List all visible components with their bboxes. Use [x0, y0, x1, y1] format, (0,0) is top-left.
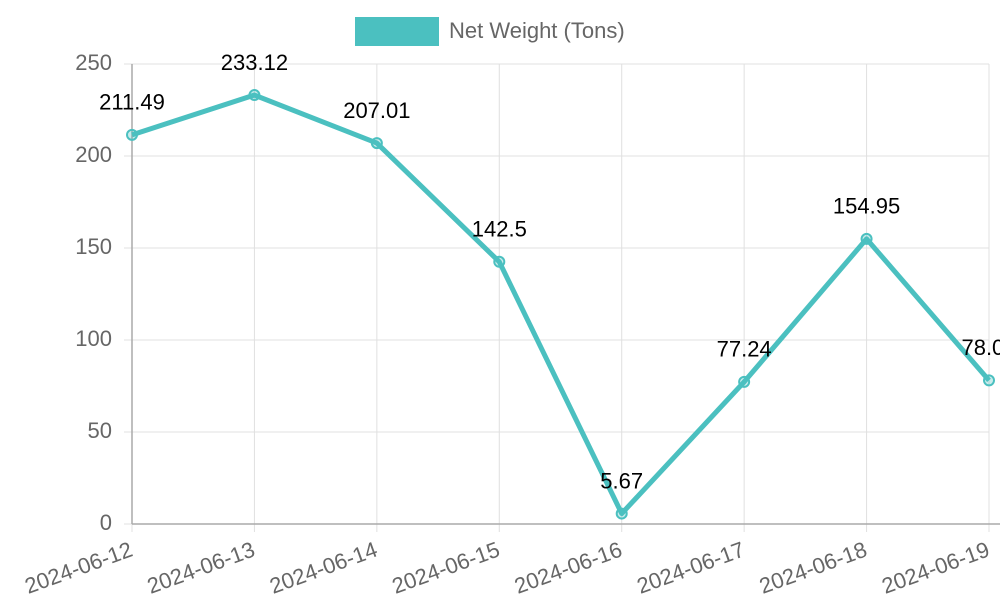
data-point [126, 128, 138, 141]
x-tick-label: 2024-06-19 [878, 537, 992, 599]
data-point [738, 375, 751, 388]
data-point [983, 374, 995, 387]
y-tick-label: 50 [88, 418, 112, 443]
x-tick-label: 2024-06-18 [756, 537, 870, 599]
legend-label: Net Weight (Tons) [449, 18, 625, 43]
data-point [860, 232, 873, 245]
x-tick-label: 2024-06-12 [21, 537, 135, 599]
data-label: 207.01 [343, 98, 410, 123]
data-point [370, 137, 383, 150]
x-tick-label: 2024-06-16 [511, 537, 625, 599]
y-tick-label: 250 [75, 50, 112, 75]
y-tick-label: 100 [75, 326, 112, 351]
x-tick-label: 2024-06-13 [144, 537, 258, 599]
data-point [615, 507, 628, 520]
data-label: 5.67 [600, 468, 643, 493]
data-label: 154.95 [833, 194, 900, 219]
data-label: 233.12 [221, 50, 288, 75]
data-label: 77.24 [717, 337, 772, 362]
y-tick-label: 200 [75, 142, 112, 167]
y-tick-label: 150 [75, 234, 112, 259]
data-label: 211.49 [99, 90, 165, 115]
data-point [493, 255, 506, 268]
data-label: 142.5 [472, 217, 527, 242]
legend-swatch [355, 17, 439, 46]
x-tick-label: 2024-06-17 [634, 537, 748, 599]
x-tick-label: 2024-06-15 [389, 537, 503, 599]
data-label: 78.05 [961, 335, 1000, 360]
x-tick-label: 2024-06-14 [266, 537, 380, 599]
y-tick-label: 0 [100, 510, 112, 535]
data-line [131, 92, 991, 517]
data-point [248, 89, 261, 102]
